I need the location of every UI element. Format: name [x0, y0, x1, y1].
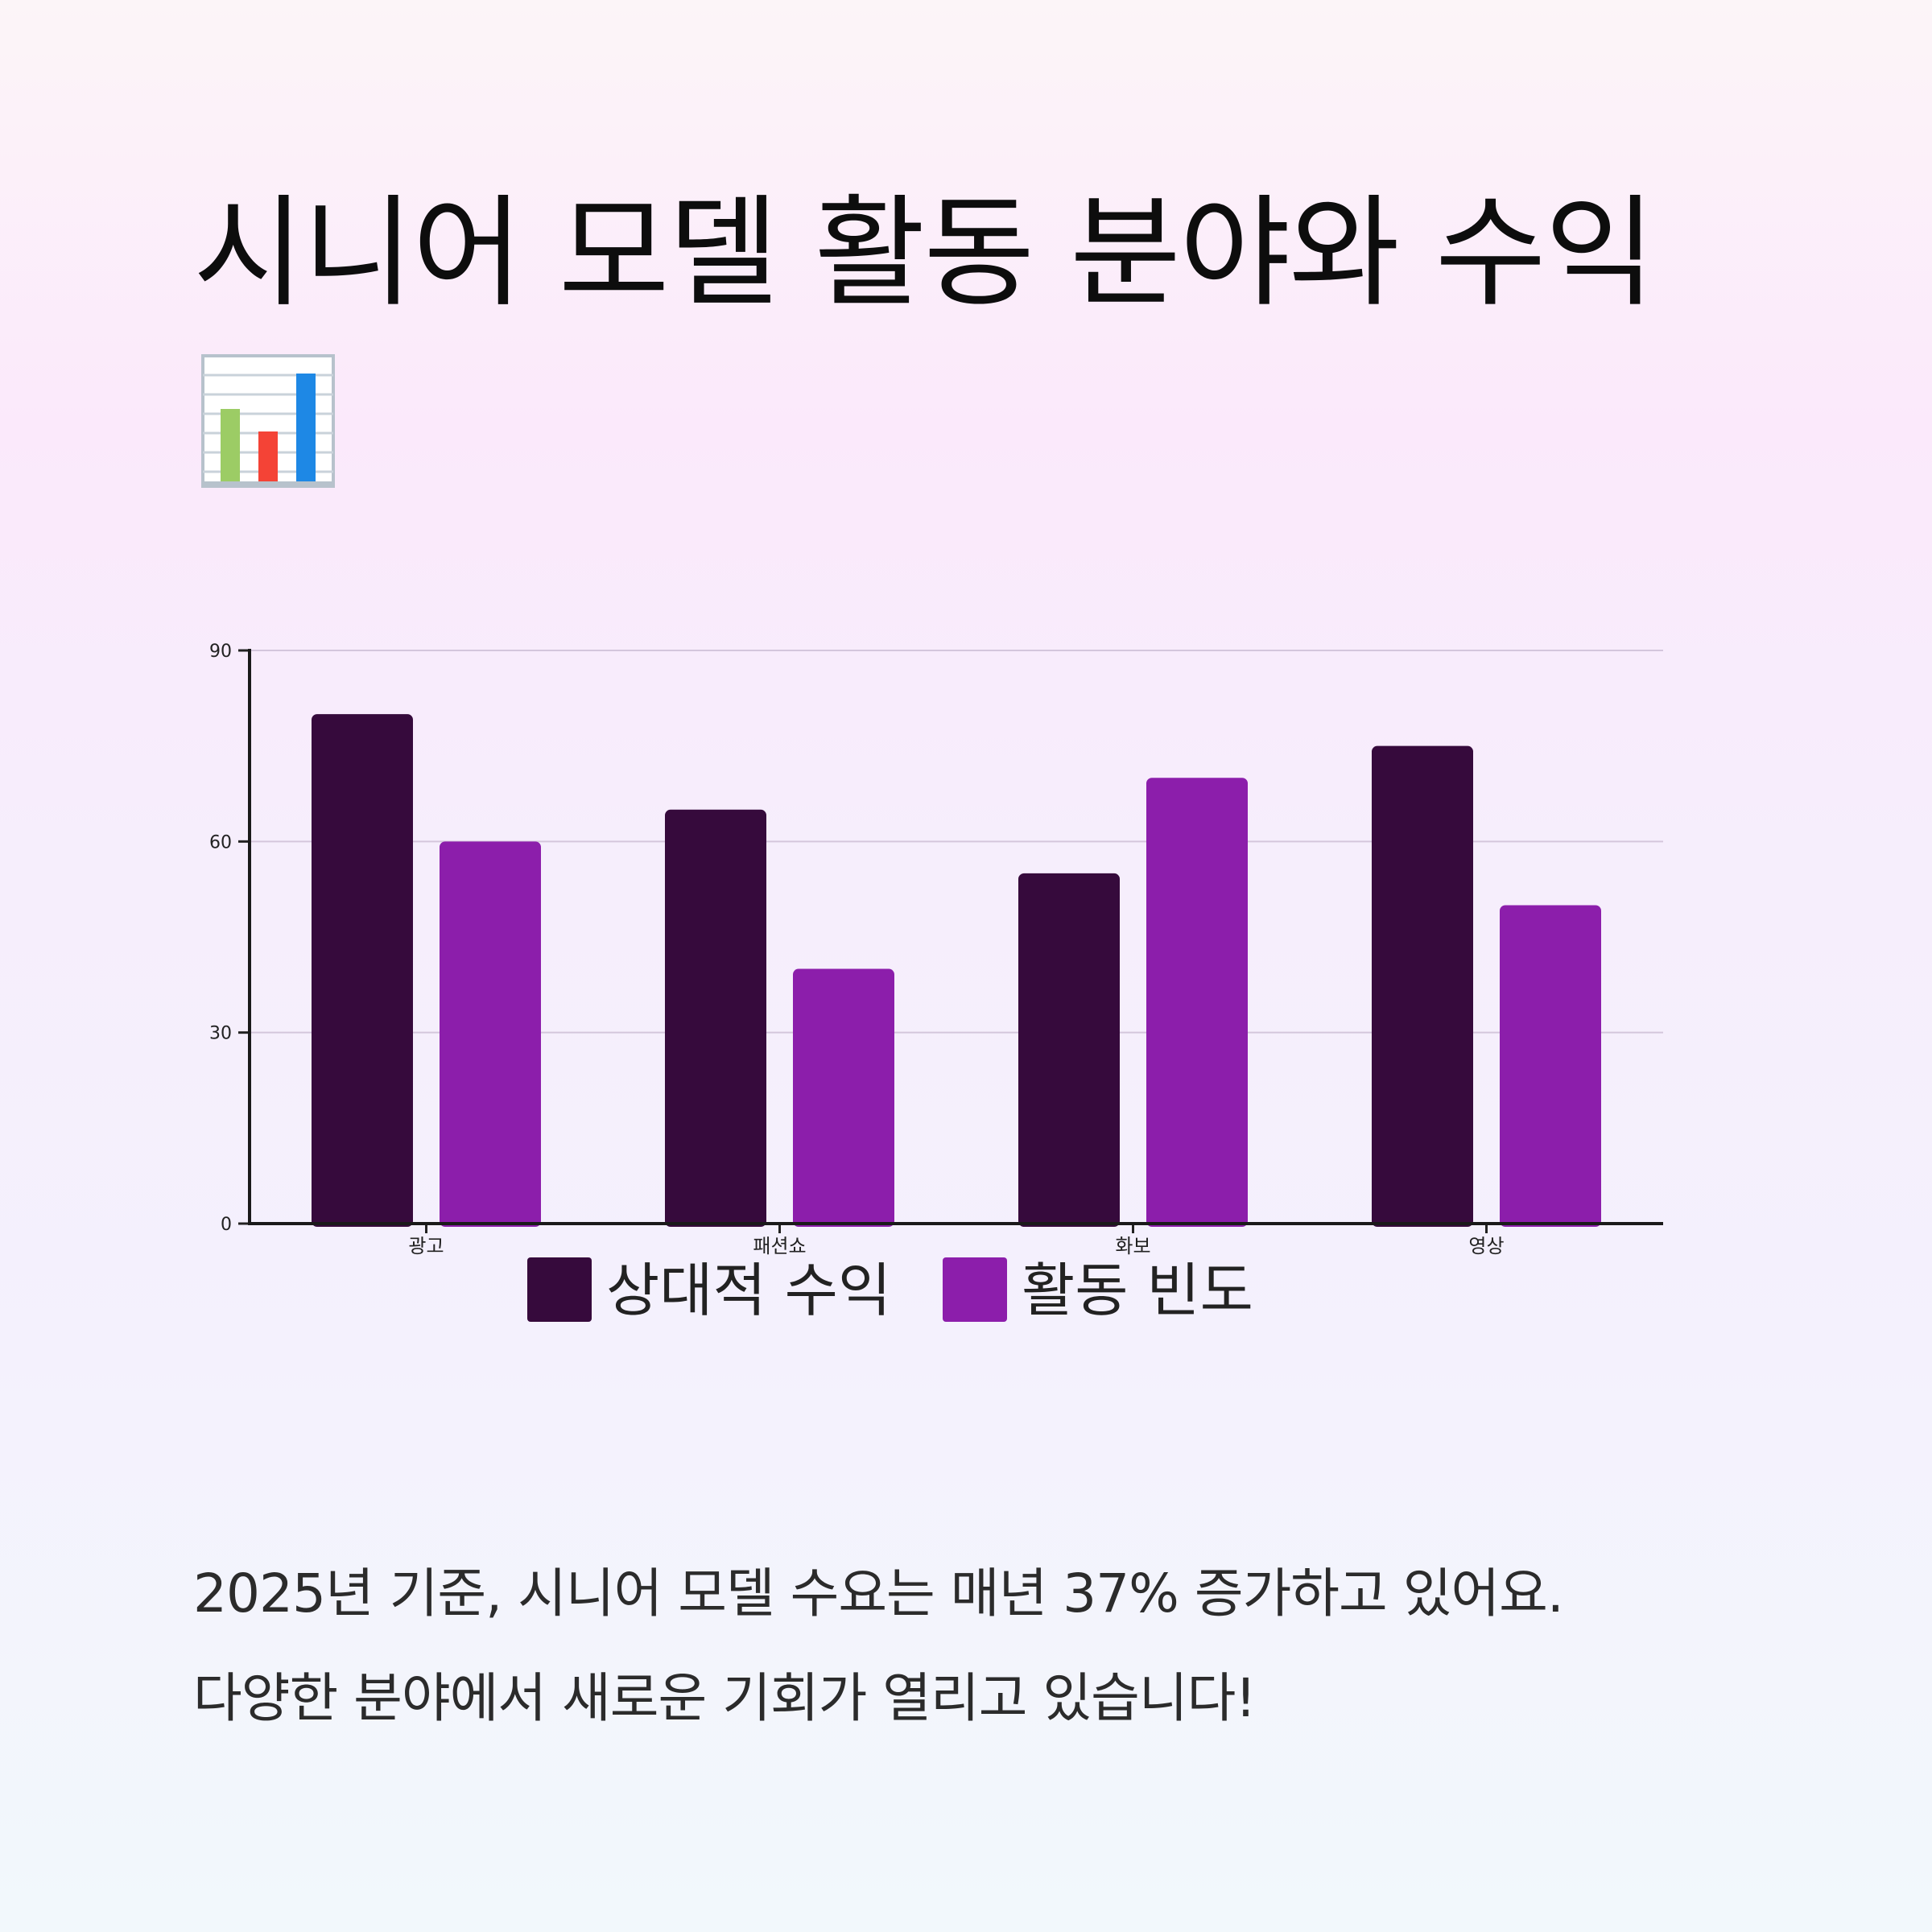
summary-text: 2025년 기준, 시니어 모델 수요는 매년 37% 증가하고 있어요. 다양…: [193, 1542, 1763, 1751]
legend-label: 활동 빈도: [1022, 1257, 1253, 1324]
bar-revenue: [1018, 873, 1120, 1227]
y-tick-label: 60: [209, 832, 232, 852]
bar-revenue: [665, 809, 766, 1227]
page-title: 시니어 모델 활동 분야와 수익: [193, 184, 1656, 324]
legend-swatch: [943, 1257, 1007, 1322]
chart-axes: 0 30 60 90 광고 패션쇼 화보 영상: [209, 642, 1663, 1257]
bar-chart-icon: [201, 354, 335, 488]
y-tick-label: 30: [209, 1024, 232, 1044]
x-tick-label: 영상: [1468, 1235, 1504, 1257]
bar-revenue: [312, 714, 413, 1227]
y-tick-label: 0: [221, 1215, 232, 1235]
x-tick-label: 화보: [1115, 1235, 1150, 1257]
y-tick-label: 90: [209, 642, 232, 662]
summary-line-1: 2025년 기준, 시니어 모델 수요는 매년 37% 증가하고 있어요.: [193, 1563, 1564, 1624]
bar-revenue: [1372, 745, 1473, 1227]
summary-line-2: 다양한 분야에서 새로운 기회가 열리고 있습니다!: [193, 1667, 1257, 1729]
x-tick-label: 패션쇼: [753, 1235, 806, 1257]
bar-frequency: [1146, 778, 1248, 1227]
legend-label: 상대적 수익: [606, 1257, 891, 1324]
bar-frequency: [793, 968, 894, 1227]
chart-bars: [312, 714, 1601, 1227]
x-tick-label: 광고: [408, 1235, 444, 1257]
chart-legend: 상대적 수익 활동 빈도: [527, 1257, 1253, 1324]
bar-chart: 0 30 60 90 광고 패션쇼 화보 영상 상대적 수익 활동 빈도: [209, 642, 1663, 1324]
bar-frequency: [1500, 905, 1601, 1227]
bar-frequency: [440, 841, 541, 1227]
legend-swatch: [527, 1257, 592, 1322]
